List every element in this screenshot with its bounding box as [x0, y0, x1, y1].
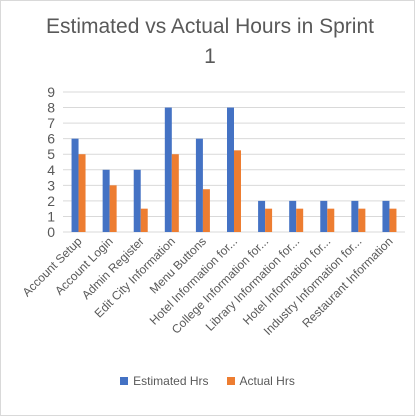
y-tick-label: 1	[47, 208, 55, 224]
bar-estimated-0	[72, 139, 79, 232]
bar-estimated-2	[134, 170, 141, 232]
bar-actual-3	[172, 154, 179, 232]
bar-estimated-7	[289, 201, 296, 232]
y-tick-label: 8	[47, 100, 55, 116]
bar-actual-1	[110, 185, 117, 232]
bar-estimated-3	[165, 108, 172, 232]
bar-actual-9	[358, 209, 365, 232]
bar-estimated-9	[351, 201, 358, 232]
bar-estimated-6	[258, 201, 265, 232]
bar-actual-4	[203, 189, 210, 232]
bar-actual-5	[234, 150, 241, 232]
y-tick-label: 6	[47, 131, 55, 147]
y-tick-label: 5	[47, 146, 55, 162]
y-tick-label: 2	[47, 193, 55, 209]
y-tick-label: 4	[47, 162, 55, 178]
bar-estimated-5	[227, 108, 234, 232]
bar-actual-6	[265, 209, 272, 232]
bar-actual-2	[141, 209, 148, 232]
bar-actual-7	[296, 209, 303, 232]
legend-swatch-estimated	[120, 377, 128, 385]
y-tick-label: 3	[47, 177, 55, 193]
bar-actual-0	[79, 154, 86, 232]
y-tick-label: 7	[47, 115, 55, 131]
legend-item-estimated: Estimated Hrs	[120, 374, 208, 388]
legend-item-actual: Actual Hrs	[227, 374, 295, 388]
y-tick-label: 0	[47, 224, 55, 240]
bar-actual-10	[389, 209, 396, 232]
bar-estimated-10	[382, 201, 389, 232]
bar-estimated-4	[196, 139, 203, 232]
legend-swatch-actual	[227, 377, 235, 385]
legend-label-estimated: Estimated Hrs	[133, 374, 208, 388]
legend-label-actual: Actual Hrs	[240, 374, 295, 388]
bar-estimated-1	[103, 170, 110, 232]
bar-actual-8	[327, 209, 334, 232]
chart-legend: Estimated Hrs Actual Hrs	[0, 374, 415, 388]
y-tick-label: 9	[47, 84, 55, 100]
bar-estimated-8	[320, 201, 327, 232]
